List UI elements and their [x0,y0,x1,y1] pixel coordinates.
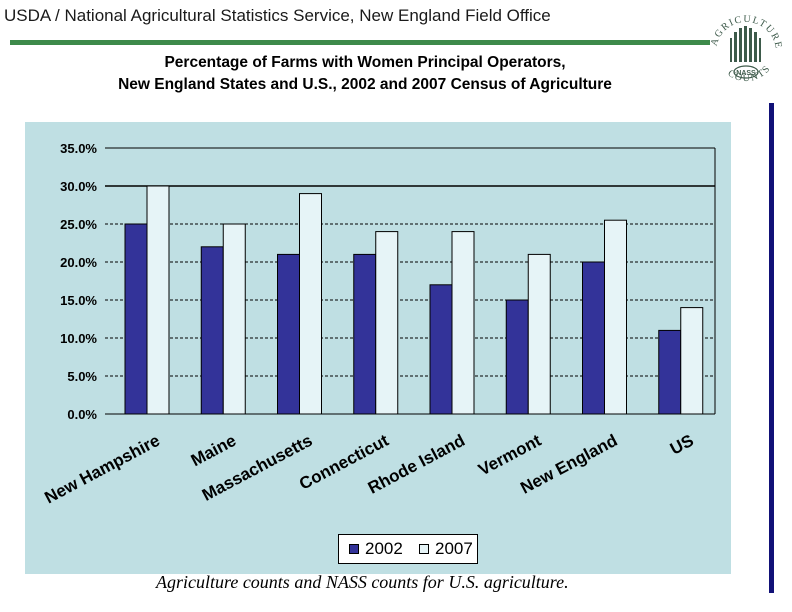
bar-2007 [451,231,475,415]
header-title: USDA / National Agricultural Statistics … [4,6,551,25]
y-tick-label: 35.0% [60,141,97,156]
x-tick-label: New Hampshire [41,431,163,508]
bar-2007 [375,231,399,415]
y-tick-label: 0.0% [67,407,97,422]
side-accent-bar [769,103,774,593]
y-tick-label: 25.0% [60,217,97,232]
chart-title-line-2: New England States and U.S., 2002 and 20… [118,76,612,93]
y-tick-label: 20.0% [60,255,97,270]
chart-title-line-1: Percentage of Farms with Women Principal… [164,54,566,71]
y-tick-label: 15.0% [60,293,97,308]
bar-2002 [429,284,453,415]
bar-2002 [582,261,605,415]
bar-2002 [353,253,377,415]
bar-2007 [604,219,627,415]
x-tick-label: US [667,431,697,459]
bar-chart: 0.0% 5.0% 10.0% 15.0% 20.0% 25.0% 30.0% 35.0% Ne… [41,141,716,508]
legend-swatch-2002 [349,544,359,554]
bar-2007 [527,253,551,415]
bar-2007 [222,223,246,415]
bar-2002 [200,246,224,415]
y-tick-label: 10.0% [60,331,97,346]
legend-swatch-2007 [419,544,429,554]
bar-2007 [680,307,704,415]
footer-slogan: Agriculture counts and NASS counts for U… [156,572,569,592]
chart-area: 0.0% 5.0% 10.0% 15.0% 20.0% 25.0% 30.0% 35.0% Ne… [25,122,731,574]
chart-legend: 2002 2007 [338,534,478,564]
chart-title: Percentage of Farms with Women Principal… [40,52,690,96]
bar-2007 [146,185,170,415]
y-tick-label: 5.0% [67,369,97,384]
logo-badge-text: NASS [736,70,756,77]
bar-2002 [658,329,682,415]
bar-2002 [277,253,300,415]
legend-label-2002: 2002 [365,539,403,558]
y-tick-label: 30.0% [60,179,97,194]
nass-logo: AGRICULTURE NASS COUNTS [709,14,783,84]
header-divider [10,40,710,45]
x-tick-label: Maine [188,431,239,470]
bar-2007 [299,193,322,415]
bar-2002 [124,223,148,415]
bar-2002 [505,299,529,415]
legend-label-2007: 2007 [435,539,473,558]
